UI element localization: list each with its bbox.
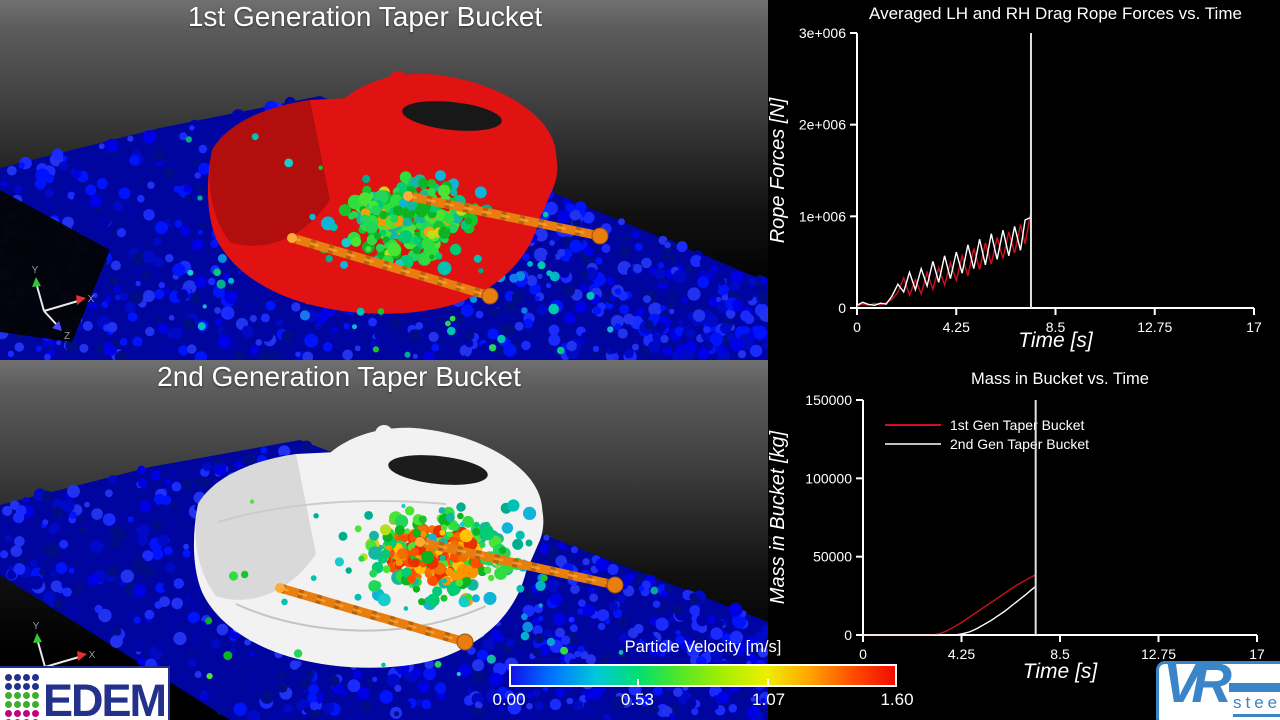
colorbar-tick — [637, 679, 640, 685]
simulation-scene-1st-gen: Y X Z — [0, 71, 768, 360]
x-tick-label: 0 — [859, 646, 867, 662]
edem-dot — [14, 674, 21, 681]
vrsteel-logo: VR stee — [1156, 661, 1280, 720]
x-tick-label: 12.75 — [1137, 319, 1172, 335]
colorbar-gradient — [509, 664, 897, 687]
rope-forces-chart: 0 4.25 8.5 12.75 17 0 1e+006 2e+006 3e+006 Averag… — [768, 0, 1280, 360]
x-axis-label: Time [s] — [1023, 660, 1099, 683]
chart-title: Averaged LH and RH Drag Rope Forces vs. … — [869, 4, 1242, 23]
colorbar-tick — [766, 679, 769, 685]
triad-x-label: X — [88, 294, 95, 305]
edem-dot — [14, 692, 21, 699]
edem-dot — [14, 710, 21, 717]
drag-chains — [287, 191, 609, 305]
edem-dot — [14, 701, 21, 708]
colorbar-tick-label: 0.53 — [620, 690, 654, 709]
x-tick-label: 17 — [1249, 646, 1265, 662]
x-tick-label: 12.75 — [1141, 646, 1176, 662]
panel-title-1st-gen: 1st Generation Taper Bucket — [187, 1, 543, 32]
edem-dot — [23, 674, 30, 681]
edem-dot — [5, 674, 12, 681]
simulation-panel-2nd-gen: YXZ 2nd Generation Taper Bucket — [0, 360, 768, 720]
vrsteel-bar — [1229, 683, 1280, 692]
y-tick-label: 1e+006 — [799, 208, 846, 224]
edem-dot — [5, 692, 12, 699]
edem-dot — [32, 710, 39, 717]
simulation-panel-1st-gen: Y X Z 1st Generation Taper Bucket — [0, 0, 768, 360]
vrsteel-logo-text: VR — [1163, 661, 1232, 714]
x-tick-label: 17 — [1246, 319, 1262, 335]
series-line — [863, 574, 1037, 636]
panel-title-2nd-gen: 2nd Generation Taper Bucket — [157, 361, 521, 392]
colorbar-tick-label: 0.00 — [492, 690, 526, 709]
y-tick-label: 2e+006 — [799, 117, 846, 133]
triad-y-label: Y — [33, 621, 40, 632]
triad-y-label: Y — [32, 265, 39, 276]
colorbar-tick-label: 1.60 — [880, 690, 914, 709]
legend-label: 2nd Gen Taper Bucket — [950, 436, 1089, 452]
x-tick-label: 4.25 — [948, 646, 975, 662]
colorbar-tick-label: 1.07 — [752, 690, 786, 709]
particle-heap — [185, 133, 614, 358]
y-axis-label: Mass in Bucket [kg] — [768, 430, 789, 604]
edem-dots-icon — [5, 674, 39, 720]
edem-dot — [5, 710, 12, 717]
edem-logo-text: EDEM — [43, 674, 167, 720]
x-axis-label: Time [s] — [1018, 329, 1094, 352]
y-tick-label: 3e+006 — [799, 25, 846, 41]
y-tick-label: 50000 — [813, 549, 852, 565]
y-tick-label: 100000 — [805, 470, 852, 486]
x-tick-label: 0 — [853, 319, 861, 335]
edem-dot — [32, 683, 39, 690]
edem-dot — [23, 683, 30, 690]
y-tick-label: 0 — [838, 300, 846, 316]
edem-dot — [23, 701, 30, 708]
edem-dot — [23, 692, 30, 699]
edem-dot — [32, 701, 39, 708]
triad-z-label: Z — [64, 331, 70, 342]
triad-x-label: X — [89, 650, 96, 661]
edem-dot — [14, 683, 21, 690]
x-tick-label: 8.5 — [1050, 646, 1070, 662]
y-tick-label: 150000 — [805, 392, 852, 408]
series-line — [856, 216, 1032, 307]
edem-logo: EDEM — [0, 666, 170, 720]
x-tick-label: 8.5 — [1046, 319, 1066, 335]
bucket-model-2nd-gen — [193, 425, 544, 668]
series-line — [863, 585, 1037, 636]
colorbar-tick-labels: 0.00 0.53 1.07 1.60 — [492, 690, 913, 712]
legend-label: 1st Gen Taper Bucket — [950, 417, 1084, 433]
particle-velocity-colorbar: Particle Velocity [m/s] 0.00 0.53 1.07 1.60 — [492, 638, 913, 712]
edem-dot — [32, 692, 39, 699]
edem-dot — [5, 701, 12, 708]
colorbar-title: Particle Velocity [m/s] — [624, 638, 782, 656]
y-axis-label: Rope Forces [N] — [768, 97, 789, 243]
edem-dot — [5, 683, 12, 690]
drag-chains — [275, 537, 624, 651]
mass-in-bucket-chart: 0 4.25 8.5 12.75 17 0 50000 100000 150000 Mass in… — [768, 360, 1280, 720]
series-line — [856, 210, 1032, 307]
axis-triad-icon: Y X Z — [32, 265, 95, 342]
y-tick-label: 0 — [844, 627, 852, 643]
chart-title: Mass in Bucket vs. Time — [971, 370, 1149, 388]
edem-dot — [32, 674, 39, 681]
edem-dot — [23, 710, 30, 717]
x-tick-label: 4.25 — [943, 319, 970, 335]
vrsteel-sub-text: stee — [1233, 693, 1280, 717]
